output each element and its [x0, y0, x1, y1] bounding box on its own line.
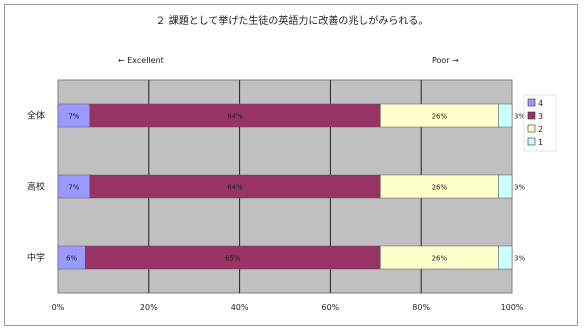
- data-label: 3%: [514, 184, 525, 192]
- data-label: 26%: [432, 113, 448, 121]
- data-label: 64%: [227, 113, 243, 121]
- bar-segment-1: [498, 174, 513, 199]
- category-label: 高校: [27, 181, 45, 193]
- x-tick-label: 100%: [501, 303, 524, 312]
- data-label: 7%: [68, 184, 79, 192]
- annotation-poor: Poor →: [432, 56, 459, 65]
- legend-label-3: 3: [538, 112, 543, 121]
- data-label: 7%: [68, 113, 79, 121]
- category-label: 全体: [27, 110, 45, 122]
- legend-swatch-4: [527, 98, 536, 107]
- legend-label-1: 1: [538, 138, 543, 147]
- data-label: 3%: [514, 113, 525, 121]
- legend-swatch-3: [527, 111, 536, 120]
- data-label: 3%: [514, 255, 525, 263]
- data-label: 26%: [432, 255, 448, 263]
- legend-label-2: 2: [538, 125, 543, 134]
- data-label: 6%: [66, 255, 77, 263]
- bar-segment-1: [498, 245, 513, 270]
- x-tick-label: 0%: [52, 303, 65, 312]
- category-label: 中学: [27, 252, 45, 264]
- legend-swatch-1: [527, 137, 536, 146]
- x-tick-label: 20%: [140, 303, 158, 312]
- x-tick-label: 60%: [322, 303, 340, 312]
- chart-title: ２ 課題として挙げた生徒の英語力に改善の兆しがみられる。: [156, 14, 429, 27]
- data-label: 26%: [432, 184, 448, 192]
- annotation-excellent: ← Excellent: [118, 56, 164, 65]
- legend-label-4: 4: [538, 99, 543, 108]
- x-tick-label: 40%: [231, 303, 249, 312]
- data-label: 65%: [225, 255, 241, 263]
- bar-segment-1: [498, 103, 513, 128]
- x-tick-label: 80%: [412, 303, 430, 312]
- legend-swatch-2: [527, 124, 536, 133]
- data-label: 64%: [227, 184, 243, 192]
